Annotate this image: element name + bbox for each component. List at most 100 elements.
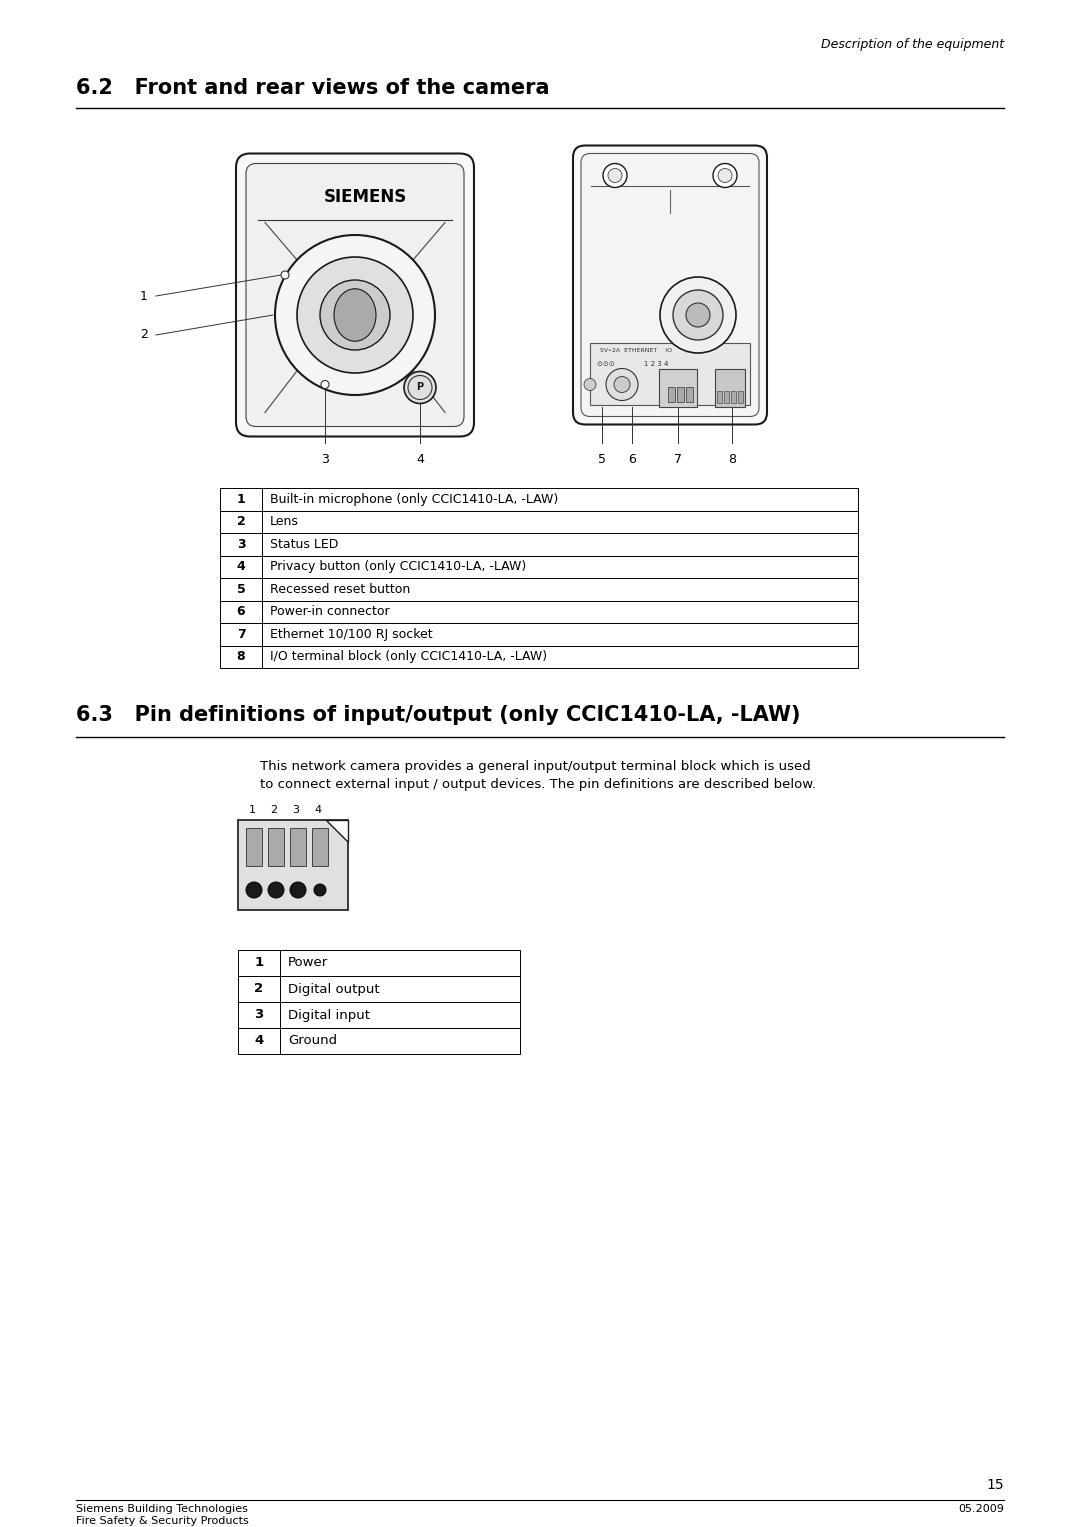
Circle shape: [718, 168, 732, 183]
Text: 4: 4: [237, 560, 245, 573]
Text: 2: 2: [237, 515, 245, 528]
Text: 6.3   Pin definitions of input/output (only CCIC1410-LA, -LAW): 6.3 Pin definitions of input/output (onl…: [76, 705, 800, 725]
Text: Lens: Lens: [270, 515, 299, 528]
Circle shape: [281, 270, 289, 279]
Circle shape: [404, 371, 436, 403]
Text: Ethernet 10/100 RJ socket: Ethernet 10/100 RJ socket: [270, 628, 433, 641]
Text: Description of the equipment: Description of the equipment: [821, 38, 1004, 50]
Text: 8: 8: [728, 454, 735, 466]
Ellipse shape: [334, 289, 376, 341]
Text: 4: 4: [314, 805, 322, 815]
Text: Privacy button (only CCIC1410-LA, -LAW): Privacy button (only CCIC1410-LA, -LAW): [270, 560, 526, 573]
Text: 05.2009: 05.2009: [959, 1504, 1004, 1513]
Bar: [677, 386, 684, 402]
Bar: [669, 386, 675, 402]
Bar: [268, 828, 284, 866]
Text: 3: 3: [293, 805, 299, 815]
Text: Digital input: Digital input: [288, 1008, 370, 1022]
Text: 1: 1: [255, 956, 264, 970]
Circle shape: [291, 883, 306, 898]
Bar: [220, 556, 858, 579]
Text: Built-in microphone (only CCIC1410-LA, -LAW): Built-in microphone (only CCIC1410-LA, -…: [270, 493, 558, 505]
Circle shape: [660, 276, 735, 353]
Bar: [717, 391, 723, 403]
Text: Digital output: Digital output: [288, 982, 380, 996]
Circle shape: [673, 290, 723, 341]
Bar: [715, 368, 745, 406]
FancyBboxPatch shape: [573, 145, 767, 425]
Text: 2: 2: [255, 982, 264, 996]
Bar: [220, 489, 858, 510]
Bar: [312, 828, 328, 866]
Text: 7: 7: [237, 628, 245, 641]
Text: 5: 5: [598, 454, 606, 466]
Text: 5: 5: [237, 583, 245, 596]
Bar: [220, 579, 858, 600]
Circle shape: [321, 380, 329, 388]
Text: SIEMENS: SIEMENS: [323, 188, 407, 206]
Text: This network camera provides a general input/output terminal block which is used: This network camera provides a general i…: [260, 760, 816, 791]
Text: 5V⌁2A  ETHERNET    IO: 5V⌁2A ETHERNET IO: [600, 348, 672, 353]
Circle shape: [615, 377, 630, 392]
Text: Recessed reset button: Recessed reset button: [270, 583, 410, 596]
Text: 2: 2: [140, 328, 148, 342]
Bar: [238, 950, 519, 976]
Text: 1: 1: [237, 493, 245, 505]
FancyBboxPatch shape: [237, 154, 474, 437]
Bar: [238, 1002, 519, 1028]
Bar: [246, 828, 262, 866]
Text: 4: 4: [416, 454, 424, 466]
Text: Fire Safety & Security Products: Fire Safety & Security Products: [76, 1516, 248, 1525]
Circle shape: [297, 257, 413, 373]
Circle shape: [584, 379, 596, 391]
Bar: [220, 533, 858, 556]
Bar: [220, 510, 858, 533]
FancyBboxPatch shape: [246, 163, 464, 426]
Text: 15: 15: [986, 1478, 1004, 1492]
FancyBboxPatch shape: [581, 154, 759, 417]
Circle shape: [337, 296, 373, 333]
Circle shape: [608, 168, 622, 183]
Bar: [731, 391, 735, 403]
Bar: [686, 386, 693, 402]
Bar: [220, 646, 858, 667]
Bar: [220, 600, 858, 623]
Circle shape: [686, 302, 710, 327]
Text: Siemens Building Technologies: Siemens Building Technologies: [76, 1504, 247, 1513]
Text: Status LED: Status LED: [270, 538, 338, 551]
Bar: [238, 1028, 519, 1054]
Text: 3: 3: [255, 1008, 264, 1022]
Text: ⊙⊙⊙             1 2 3 4: ⊙⊙⊙ 1 2 3 4: [597, 360, 669, 366]
Text: 6: 6: [237, 605, 245, 618]
Text: 3: 3: [321, 454, 329, 466]
Circle shape: [246, 883, 262, 898]
Text: I/O terminal block (only CCIC1410-LA, -LAW): I/O terminal block (only CCIC1410-LA, -L…: [270, 651, 548, 663]
Circle shape: [268, 883, 284, 898]
Text: Power-in connector: Power-in connector: [270, 605, 390, 618]
Bar: [291, 828, 306, 866]
Bar: [220, 623, 858, 646]
Polygon shape: [326, 820, 348, 841]
Text: Ground: Ground: [288, 1034, 337, 1048]
Circle shape: [606, 368, 638, 400]
Text: 4: 4: [255, 1034, 264, 1048]
Text: 1: 1: [140, 290, 148, 302]
Text: 8: 8: [237, 651, 245, 663]
Bar: [724, 391, 729, 403]
Text: 6.2   Front and rear views of the camera: 6.2 Front and rear views of the camera: [76, 78, 549, 98]
Circle shape: [603, 163, 627, 188]
Bar: [238, 976, 519, 1002]
Text: P: P: [417, 382, 423, 392]
Bar: [738, 391, 743, 403]
Bar: [238, 820, 348, 910]
Circle shape: [320, 279, 390, 350]
Bar: [659, 368, 697, 406]
Text: 1: 1: [248, 805, 256, 815]
Circle shape: [275, 235, 435, 395]
Text: 7: 7: [674, 454, 681, 466]
Bar: [590, 342, 750, 405]
Text: 3: 3: [237, 538, 245, 551]
Text: 6: 6: [629, 454, 636, 466]
Circle shape: [314, 884, 326, 896]
Text: 2: 2: [270, 805, 278, 815]
